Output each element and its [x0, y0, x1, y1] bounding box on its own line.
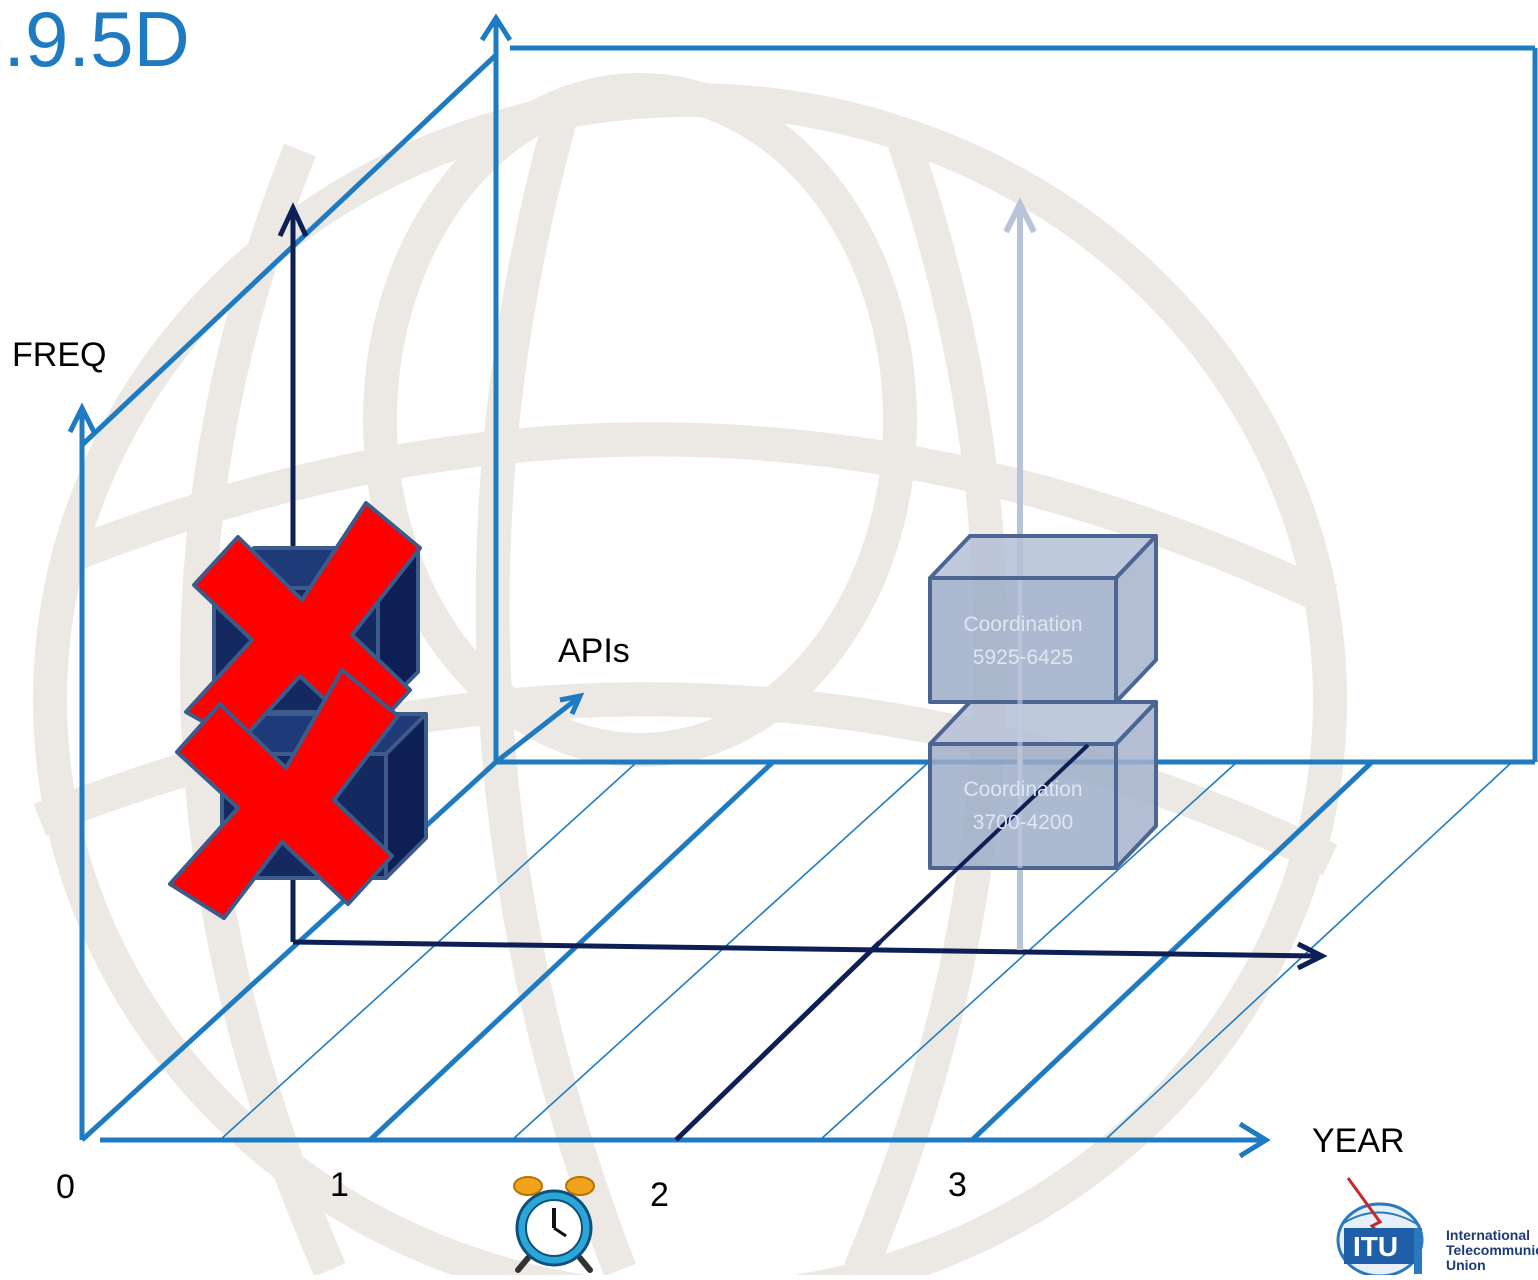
coordination-title: Coordination — [963, 613, 1083, 636]
coordination-box-lower — [928, 700, 1158, 870]
freq-axis-label: FREQ — [12, 336, 107, 374]
coordination-title: Coordination — [963, 778, 1083, 801]
api-diagonal-through-box — [878, 743, 1090, 944]
coordination-band: 5925-6425 — [972, 646, 1074, 669]
itu-logo-abbr: ITU — [1353, 1231, 1399, 1262]
coordination-label-upper: Coordination 5925-6425 — [928, 608, 1118, 674]
alarm-clock-icon — [513, 1176, 595, 1273]
year-tick-label: 0 — [56, 1168, 75, 1206]
coordination-band: 3700-4200 — [972, 811, 1074, 834]
apis-axis — [494, 692, 585, 764]
year-tick-label: 1 — [330, 1166, 349, 1204]
coordination-box-upper — [928, 534, 1158, 704]
red-x-icon — [184, 501, 422, 744]
coordination-label-lower: Coordination 3700-4200 — [928, 773, 1118, 839]
itu-logo-line: International — [1446, 1228, 1531, 1243]
front-frame — [67, 53, 498, 1140]
year-tick-label: 3 — [948, 1166, 967, 1204]
year-axis — [100, 1121, 1271, 1159]
apis-axis-label: APIs — [558, 632, 630, 670]
itu-logo-line: Union — [1446, 1257, 1486, 1273]
back-wall — [479, 13, 1538, 762]
itu-logo-line: Telecommunication — [1446, 1242, 1538, 1258]
year-axis-label: YEAR — [1312, 1122, 1405, 1160]
red-x-icon — [168, 668, 400, 920]
itu-logo-text: International Telecommunication Union — [1446, 1228, 1538, 1273]
itu-logo — [1336, 1177, 1424, 1278]
year-tick-label: 2 — [650, 1176, 669, 1214]
slide-title: o.9.5D — [0, 0, 190, 83]
